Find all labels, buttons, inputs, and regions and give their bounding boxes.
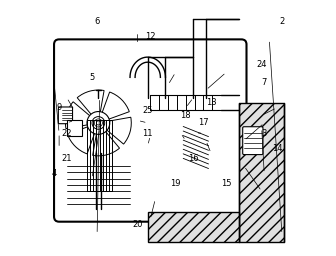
Text: 7: 7: [261, 78, 267, 87]
Text: 15: 15: [221, 179, 232, 188]
Bar: [239, 103, 285, 242]
Text: 17: 17: [198, 119, 209, 127]
Bar: [67, 120, 82, 136]
Bar: [148, 211, 239, 242]
Wedge shape: [98, 117, 131, 144]
Text: 25: 25: [142, 106, 153, 115]
Circle shape: [92, 116, 105, 129]
Text: 3: 3: [261, 129, 267, 137]
Wedge shape: [77, 90, 104, 123]
Text: 2: 2: [279, 17, 285, 26]
Wedge shape: [68, 123, 98, 154]
FancyBboxPatch shape: [54, 39, 247, 222]
Text: 19: 19: [170, 179, 181, 188]
Wedge shape: [98, 92, 129, 123]
Wedge shape: [66, 102, 98, 129]
Text: 13: 13: [206, 98, 216, 107]
Circle shape: [87, 112, 110, 134]
Text: 6: 6: [94, 17, 100, 26]
FancyBboxPatch shape: [58, 107, 73, 124]
Text: 11: 11: [142, 129, 153, 137]
Text: 21: 21: [61, 154, 72, 163]
Text: 14: 14: [271, 144, 282, 153]
Text: 12: 12: [145, 32, 156, 41]
Wedge shape: [93, 123, 120, 156]
Text: 9: 9: [56, 103, 62, 112]
Text: 16: 16: [188, 154, 199, 163]
Text: 4: 4: [51, 169, 57, 178]
Text: 5: 5: [89, 73, 95, 82]
Text: 22: 22: [61, 129, 72, 137]
Text: 20: 20: [132, 220, 143, 229]
FancyBboxPatch shape: [243, 127, 263, 155]
Text: 24: 24: [256, 60, 267, 69]
Text: 18: 18: [180, 111, 191, 120]
